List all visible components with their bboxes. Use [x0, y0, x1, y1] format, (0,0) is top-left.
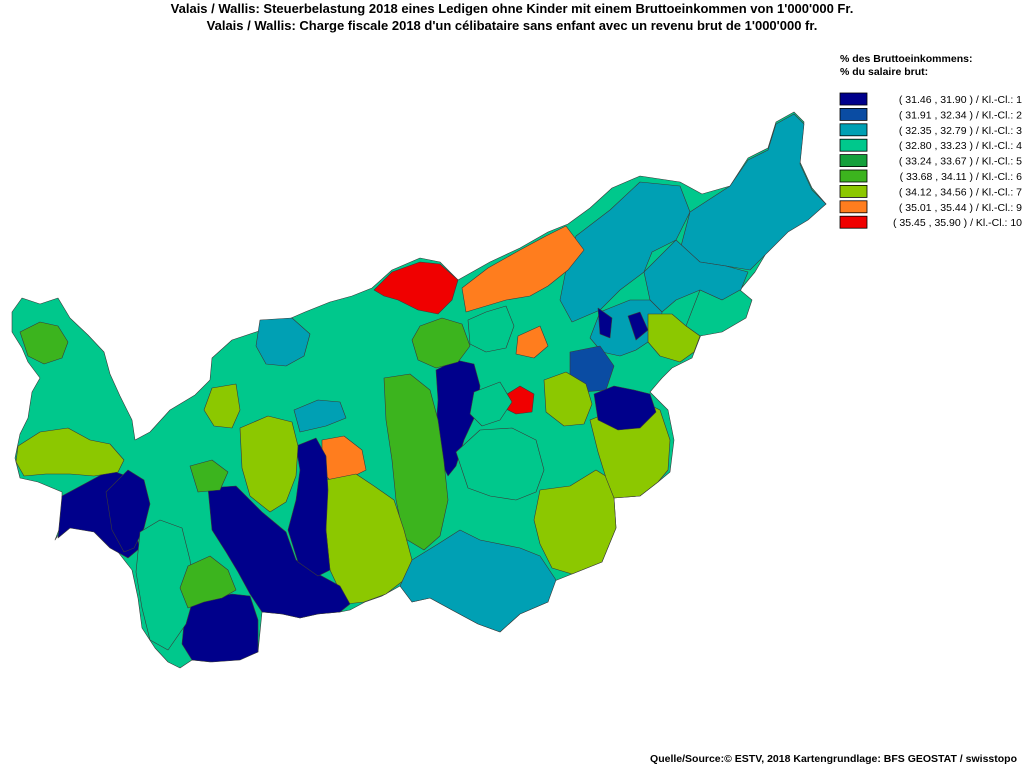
legend-label: ( 33.68 , 34.11 ) / Kl.-Cl.: 6: [900, 171, 1023, 183]
region-small-navy-b: [627, 311, 649, 341]
legend-items: ( 31.46 , 31.90 ) / Kl.-Cl.: 1 ( 31.91 , …: [839, 92, 1023, 229]
legend-label: ( 35.45 , 35.90 ) / Kl.-Cl.: 10: [893, 217, 1022, 229]
legend-swatch: [839, 184, 868, 198]
valais-choropleth-map: [11, 111, 827, 669]
region-navy-nendaz: [287, 437, 331, 577]
region-saas-lime: [533, 469, 617, 575]
region-lime-visp-east: [543, 371, 593, 427]
legend-swatch: [839, 215, 868, 229]
legend-swatch: [839, 169, 868, 183]
region-teal-visp: [469, 381, 513, 427]
source-credit: Quelle/Source:© ESTV, 2018 Kartengrundla…: [650, 753, 1017, 765]
legend-label: ( 31.91 , 32.34 ) / Kl.-Cl.: 2: [899, 109, 1022, 121]
legend-label: ( 33.24 , 33.67 ) / Kl.-Cl.: 5: [899, 156, 1022, 168]
region-bagnes-navy: [207, 485, 351, 619]
region-green-small: [189, 459, 229, 493]
legend-swatch: [839, 200, 868, 214]
legend-swatch: [839, 123, 868, 137]
region-teal-upper-left: [255, 317, 311, 367]
legend-label: ( 32.80 , 33.23 ) / Kl.-Cl.: 4: [899, 140, 1022, 152]
title-line-french: Valais / Wallis: Charge fiscale 2018 d'u…: [207, 18, 818, 33]
region-red-north: [373, 261, 459, 315]
region-lotschental: [467, 305, 515, 353]
legend-swatch: [839, 154, 868, 168]
region-teal-sion: [293, 399, 347, 433]
region-lime-bouveret: [19, 321, 69, 365]
title-line-german: Valais / Wallis: Steuerbelastung 2018 ei…: [171, 1, 854, 16]
region-small-navy-a: [597, 307, 613, 339]
legend-swatch: [839, 92, 868, 106]
legend-label: ( 31.46 , 31.90 ) / Kl.-Cl.: 1: [899, 94, 1022, 106]
region-simplon-navy: [593, 385, 657, 431]
legend-label: ( 34.12 , 34.56 ) / Kl.-Cl.: 7: [899, 186, 1022, 198]
region-orange-mid: [515, 325, 549, 359]
region-goms-upper: [559, 181, 691, 323]
legend-heading-french: % du salaire brut:: [840, 66, 928, 78]
legend-swatch: [839, 138, 868, 152]
region-lime-martigny-lime: [239, 415, 299, 513]
region-lime-east: [647, 313, 701, 363]
region-val-danniviers: [383, 373, 449, 551]
legend-heading-german: % des Bruttoeinkommens:: [840, 53, 972, 65]
region-leuk-orange: [461, 225, 585, 313]
region-lime-chablais: [15, 427, 125, 477]
legend-swatch: [839, 108, 868, 121]
legend-label: ( 35.01 , 35.44 ) / Kl.-Cl.: 9: [899, 202, 1022, 214]
region-zermatt-teal: [399, 529, 557, 633]
legend-label: ( 32.35 , 32.79 ) / Kl.-Cl.: 3: [899, 125, 1022, 137]
region-teal-green-west: [135, 519, 195, 651]
region-navy-monthey: [105, 469, 151, 553]
map-legend: % des Bruttoeinkommens: % du salaire bru…: [839, 53, 1023, 229]
region-leukerbad-green: [411, 317, 471, 369]
region-st-niklaus: [455, 427, 545, 501]
region-green-orsieres: [179, 555, 237, 609]
region-lime-small: [203, 383, 241, 429]
